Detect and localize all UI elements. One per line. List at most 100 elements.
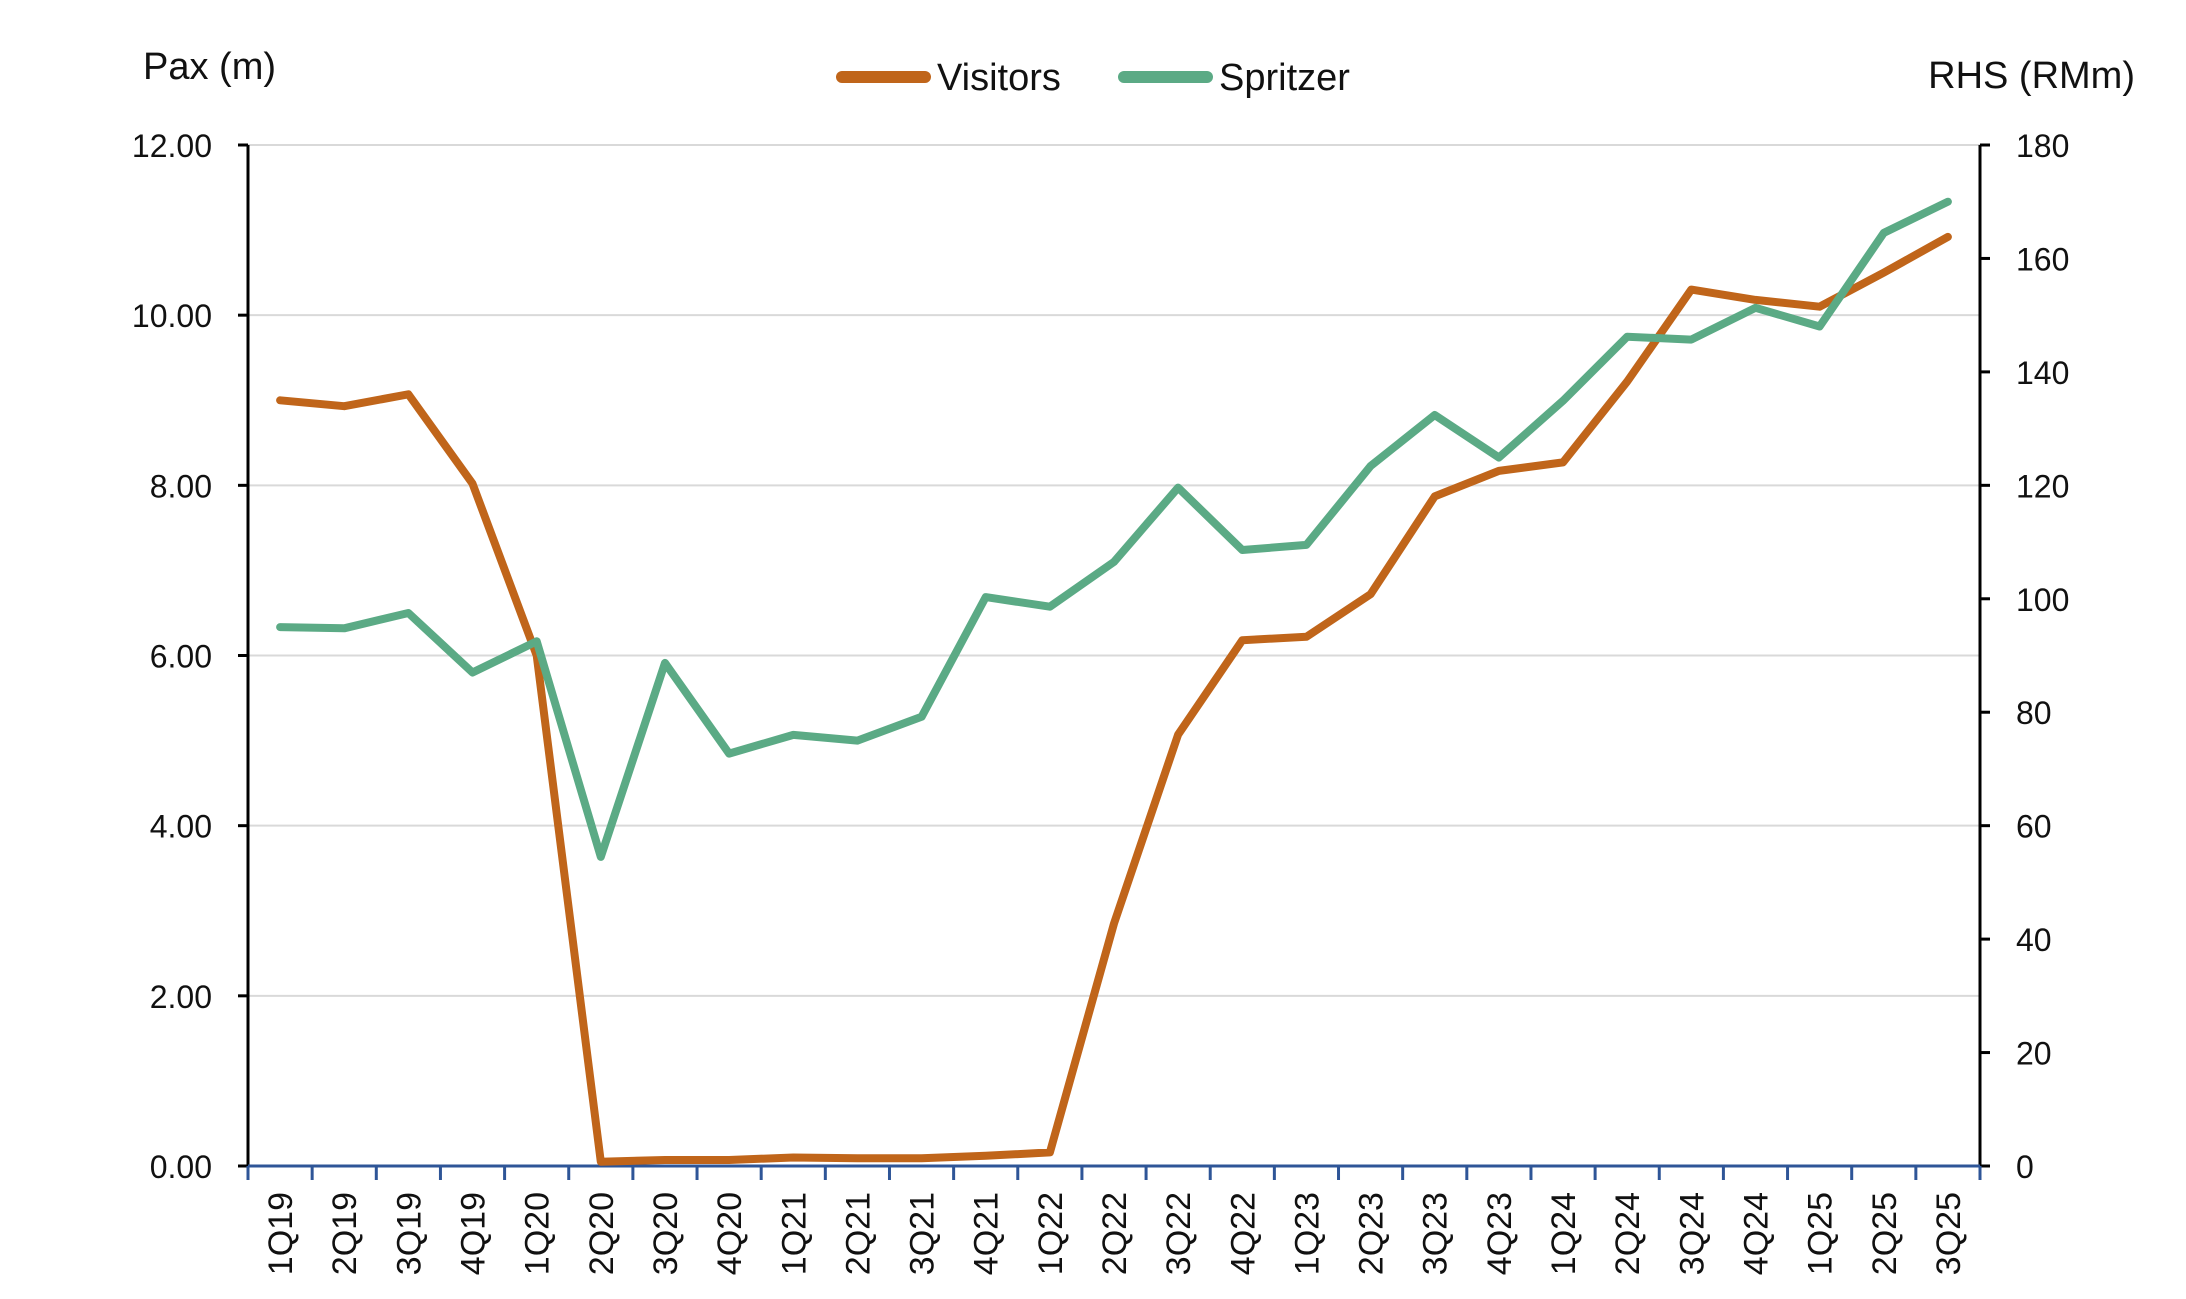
data-point-visitors <box>276 396 284 404</box>
data-point-spritzer <box>853 737 861 745</box>
data-point-spritzer <box>340 624 348 632</box>
data-point-visitors <box>340 402 348 410</box>
x-tick-label: 3Q20 <box>647 1192 685 1275</box>
data-point-visitors <box>404 390 412 398</box>
data-point-spritzer <box>1687 336 1695 344</box>
data-point-spritzer <box>1431 411 1439 419</box>
x-tick-label: 1Q22 <box>1032 1192 1070 1275</box>
right-tick-label: 40 <box>2016 922 2052 958</box>
right-tick-label: 100 <box>2016 582 2069 618</box>
x-tick-label: 3Q21 <box>904 1192 942 1275</box>
data-point-visitors <box>597 1158 605 1166</box>
data-point-spritzer <box>1880 229 1888 237</box>
x-tick-label: 4Q23 <box>1481 1192 1519 1275</box>
left-tick-label: 12.00 <box>132 128 212 164</box>
x-tick-label: 4Q19 <box>455 1192 493 1275</box>
x-tick-label: 4Q22 <box>1224 1192 1262 1275</box>
x-tick-label: 1Q24 <box>1545 1192 1583 1275</box>
data-point-spritzer <box>918 713 926 721</box>
left-tick-label: 6.00 <box>150 639 212 675</box>
x-tick-label: 3Q23 <box>1417 1192 1455 1275</box>
data-point-spritzer <box>1238 546 1246 554</box>
legend-label-spritzer: Spritzer <box>1219 57 1350 99</box>
data-point-spritzer <box>1559 397 1567 405</box>
right-tick-label: 140 <box>2016 355 2069 391</box>
data-point-spritzer <box>276 623 284 631</box>
right-tick-label: 80 <box>2016 695 2052 731</box>
left-tick-label: 0.00 <box>150 1149 212 1185</box>
right-axis-title: RHS (RMm) <box>1928 55 2135 97</box>
x-tick-label: 2Q23 <box>1353 1192 1391 1275</box>
x-tick-label: 4Q21 <box>968 1192 1006 1275</box>
data-point-visitors <box>661 1156 669 1164</box>
data-point-visitors <box>1816 303 1824 311</box>
series-line-visitors[interactable] <box>276 232 1952 1166</box>
series-line-spritzer[interactable] <box>276 197 1952 861</box>
x-tick-label: 1Q20 <box>519 1192 557 1275</box>
x-tick-label: 2Q25 <box>1866 1192 1904 1275</box>
legend-item-spritzer[interactable]: Spritzer <box>1118 57 1350 99</box>
legend: Visitors Spritzer <box>836 57 1350 99</box>
data-point-visitors <box>469 480 477 488</box>
x-tick-label: 3Q25 <box>1930 1192 1968 1275</box>
data-point-visitors <box>918 1154 926 1162</box>
data-point-spritzer <box>404 609 412 617</box>
x-tick-label: 2Q20 <box>583 1192 621 1275</box>
x-tick-label: 2Q21 <box>839 1192 877 1275</box>
data-point-visitors <box>982 1152 990 1160</box>
data-point-spritzer <box>725 750 733 758</box>
data-point-visitors <box>1751 296 1759 304</box>
data-point-spritzer <box>1174 484 1182 492</box>
x-tick-label: 3Q22 <box>1160 1192 1198 1275</box>
data-point-spritzer <box>597 853 605 861</box>
x-tick-label: 2Q24 <box>1609 1192 1647 1275</box>
data-point-spritzer <box>1046 603 1054 611</box>
data-point-spritzer <box>661 659 669 667</box>
x-axis-ticks: 1Q19 2Q19 3Q19 4Q19 1Q20 2Q20 3Q20 4Q20 1Q21 2Q21… <box>246 1166 1982 1275</box>
data-point-visitors <box>1174 731 1182 739</box>
data-point-visitors <box>789 1153 797 1161</box>
data-point-spritzer <box>1495 454 1503 462</box>
data-point-visitors <box>1367 590 1375 598</box>
data-point-visitors <box>1944 233 1952 241</box>
left-axis-ticks: 0.00 2.00 4.00 6.00 8.00 10.00 12.00 <box>132 128 248 1185</box>
data-point-spritzer <box>1623 333 1631 341</box>
legend-item-visitors[interactable]: Visitors <box>836 57 1061 99</box>
x-tick-label: 3Q24 <box>1673 1192 1711 1275</box>
right-tick-label: 180 <box>2016 128 2069 164</box>
data-point-visitors <box>1559 458 1567 466</box>
data-point-spritzer <box>1816 323 1824 331</box>
data-point-visitors <box>853 1154 861 1162</box>
right-tick-label: 0 <box>2016 1149 2034 1185</box>
data-point-spritzer <box>1367 462 1375 470</box>
x-tick-label: 1Q19 <box>262 1192 300 1275</box>
legend-label-visitors: Visitors <box>937 57 1061 99</box>
data-point-spritzer <box>1110 558 1118 566</box>
right-axis-ticks: 0 20 40 60 80 100 120 140 160 180 <box>1980 128 2069 1185</box>
data-point-spritzer <box>533 637 541 645</box>
data-point-spritzer <box>1302 541 1310 549</box>
left-axis-title: Pax (m) <box>143 46 276 88</box>
right-tick-label: 60 <box>2016 809 2052 845</box>
data-point-spritzer <box>1944 198 1952 206</box>
data-point-spritzer <box>469 669 477 677</box>
data-point-visitors <box>1110 920 1118 928</box>
x-tick-label: 3Q19 <box>390 1192 428 1275</box>
x-tick-label: 4Q24 <box>1737 1192 1775 1275</box>
data-point-visitors <box>1880 269 1888 277</box>
data-point-visitors <box>1238 636 1246 644</box>
data-point-visitors <box>1046 1148 1054 1156</box>
x-tick-label: 1Q21 <box>775 1192 813 1275</box>
left-tick-label: 4.00 <box>150 809 212 845</box>
right-tick-label: 120 <box>2016 468 2069 504</box>
right-tick-label: 20 <box>2016 1036 2052 1072</box>
right-tick-label: 160 <box>2016 241 2069 277</box>
data-point-spritzer <box>789 731 797 739</box>
data-point-visitors <box>725 1156 733 1164</box>
data-point-visitors <box>1431 492 1439 500</box>
data-point-visitors <box>1495 467 1503 475</box>
left-tick-label: 2.00 <box>150 979 212 1015</box>
x-tick-label: 2Q22 <box>1096 1192 1134 1275</box>
data-point-visitors <box>1687 286 1695 294</box>
